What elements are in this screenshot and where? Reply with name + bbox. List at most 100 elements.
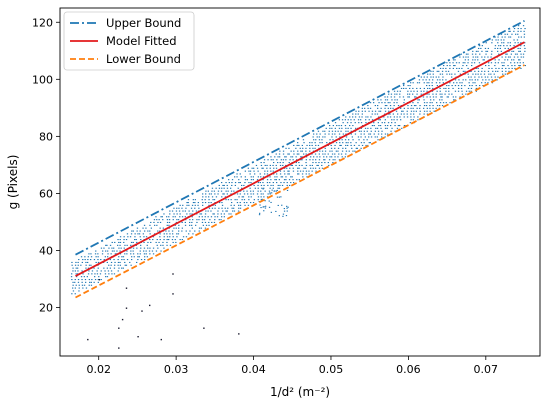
- scatter-point: [234, 199, 236, 201]
- scatter-point: [243, 193, 246, 195]
- scatter-point: [449, 82, 451, 84]
- scatter-point: [191, 204, 194, 206]
- scatter-point: [416, 82, 419, 84]
- scatter-point: [211, 207, 214, 209]
- scatter-point: [347, 119, 349, 121]
- scatter-point: [155, 241, 157, 243]
- scatter-point: [132, 247, 135, 249]
- scatter-point: [360, 127, 362, 129]
- scatter-point: [184, 210, 186, 212]
- scatter-point: [516, 62, 519, 64]
- scatter-point: [231, 182, 233, 184]
- scatter-point: [379, 125, 382, 127]
- scatter-point: [482, 59, 484, 61]
- scatter-point: [257, 199, 259, 201]
- scatter-point: [269, 193, 271, 195]
- scatter-point: [461, 90, 463, 92]
- scatter-point: [509, 42, 511, 44]
- scatter-point: [441, 105, 444, 107]
- scatter-point: [309, 144, 311, 146]
- scatter-point: [127, 236, 129, 238]
- scatter-point: [374, 113, 376, 115]
- scatter-point: [494, 62, 497, 64]
- scatter-point: [243, 202, 245, 204]
- scatter-point: [285, 164, 287, 166]
- scatter-point: [233, 207, 235, 209]
- scatter-point: [498, 45, 500, 47]
- scatter-point: [442, 79, 444, 81]
- scatter-point: [131, 256, 133, 258]
- scatter-point: [76, 276, 78, 278]
- scatter-point: [119, 244, 121, 246]
- scatter-point: [410, 113, 412, 115]
- scatter-point: [470, 70, 472, 72]
- scatter-point: [305, 167, 307, 169]
- scatter-point: [433, 110, 435, 112]
- scatter-point: [341, 150, 344, 152]
- scatter-point: [259, 212, 261, 214]
- scatter-point: [308, 173, 310, 175]
- scatter-point: [103, 267, 105, 269]
- scatter-point: [110, 264, 112, 266]
- scatter-point: [315, 162, 317, 164]
- scatter-point: [292, 159, 294, 161]
- scatter-point: [166, 216, 168, 218]
- scatter-point: [327, 144, 329, 146]
- scatter-point: [211, 196, 214, 198]
- scatter-point: [334, 122, 337, 124]
- scatter-point: [517, 30, 519, 32]
- scatter-point: [84, 256, 86, 258]
- scatter-point: [296, 179, 298, 181]
- scatter-point: [390, 130, 392, 132]
- scatter-point: [340, 153, 343, 155]
- scatter-point: [179, 239, 181, 241]
- scatter-point: [268, 206, 271, 208]
- scatter-point: [393, 116, 395, 118]
- scatter-point: [273, 167, 275, 169]
- scatter-point: [490, 56, 492, 58]
- scatter-point: [323, 159, 325, 161]
- scatter-point: [190, 207, 193, 209]
- scatter-point: [435, 96, 437, 98]
- scatter-point: [302, 139, 305, 141]
- scatter-point: [93, 259, 96, 261]
- scatter-point: [269, 176, 271, 178]
- scatter-point: [311, 153, 313, 155]
- scatter-point: [230, 190, 233, 192]
- scatter-point: [293, 150, 295, 152]
- scatter-point: [162, 227, 164, 229]
- scatter-point: [175, 227, 177, 229]
- scatter-point: [399, 96, 401, 98]
- scatter-point: [472, 56, 474, 58]
- scatter-point: [410, 110, 413, 112]
- scatter-point: [132, 230, 134, 232]
- scatter-point: [218, 187, 221, 189]
- scatter-point: [369, 133, 372, 135]
- scatter-point: [384, 110, 387, 112]
- scatter-point: [137, 256, 139, 258]
- scatter-point: [361, 144, 364, 146]
- scatter-point: [250, 182, 252, 184]
- scatter-point: [390, 107, 392, 109]
- scatter-point: [77, 264, 79, 266]
- scatter-point: [267, 193, 269, 195]
- scatter-point: [475, 50, 478, 52]
- scatter-point: [282, 150, 285, 152]
- scatter-point: [332, 159, 334, 161]
- scatter-point: [485, 65, 487, 67]
- scatter-point: [482, 79, 484, 81]
- scatter-point: [345, 153, 347, 155]
- scatter-point: [311, 170, 313, 172]
- scatter-point: [192, 199, 194, 201]
- scatter-point: [202, 202, 204, 204]
- scatter-point: [77, 270, 79, 272]
- scatter-point: [197, 202, 199, 204]
- scatter-point: [230, 213, 232, 215]
- scatter-point: [286, 210, 288, 212]
- scatter-point: [285, 215, 288, 217]
- scatter-point: [396, 127, 399, 129]
- scatter-point: [318, 167, 321, 169]
- scatter-point: [432, 105, 434, 107]
- x-tick-label: 0.06: [396, 363, 421, 376]
- scatter-point: [324, 150, 327, 152]
